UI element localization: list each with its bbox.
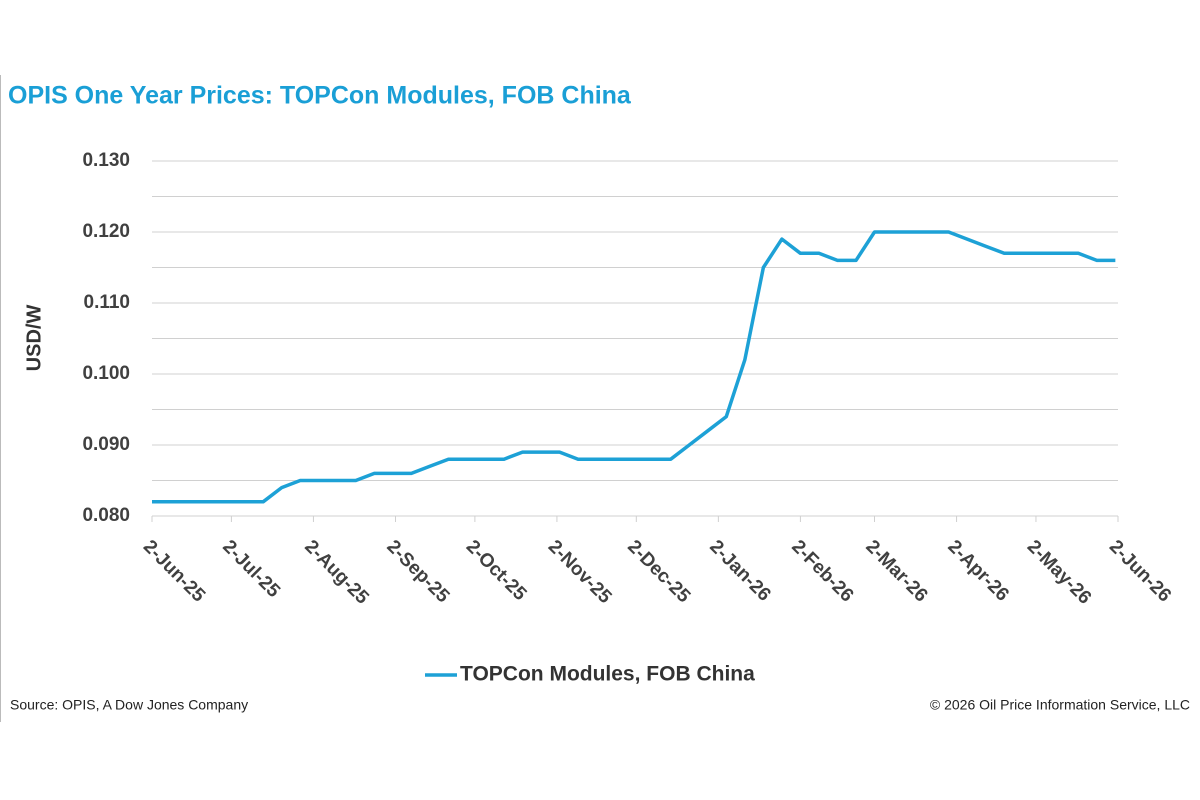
x-tick-label: 2-Jan-26 bbox=[705, 536, 774, 605]
x-tick-label: 2-Jun-26 bbox=[1105, 536, 1175, 606]
y-tick-label: 0.090 bbox=[82, 434, 130, 455]
x-tick-label: 2-Jul-25 bbox=[218, 536, 284, 602]
y-tick-label: 0.110 bbox=[84, 292, 131, 313]
x-tick-label: 2-Dec-25 bbox=[623, 536, 694, 607]
x-tick-label: 2-Aug-25 bbox=[300, 536, 373, 609]
y-axis-label: USD/W bbox=[23, 305, 45, 372]
source-note: Source: OPIS, A Dow Jones Company bbox=[10, 697, 248, 713]
x-tick-label: 2-Apr-26 bbox=[943, 536, 1012, 605]
x-tick-label: 2-May-26 bbox=[1023, 536, 1095, 608]
copyright-note: © 2026 Oil Price Information Service, LL… bbox=[930, 697, 1190, 713]
x-tick-label: 2-Oct-25 bbox=[462, 536, 531, 605]
data-line bbox=[152, 230, 1116, 504]
y-tick-label: 0.120 bbox=[82, 221, 130, 242]
x-tick-label: 2-Mar-26 bbox=[861, 536, 931, 606]
x-tick-label: 2-Sep-25 bbox=[382, 536, 453, 607]
x-tick-label: 2-Feb-26 bbox=[787, 536, 857, 606]
y-tick-label: 0.130 bbox=[82, 150, 130, 171]
x-tick-label: 2-Jun-25 bbox=[139, 536, 209, 606]
y-tick-label: 0.080 bbox=[82, 505, 130, 526]
x-tick-label: 2-Nov-25 bbox=[544, 536, 616, 608]
chart-title: OPIS One Year Prices: TOPCon Modules, FO… bbox=[8, 82, 632, 110]
legend-label: TOPCon Modules, FOB China bbox=[460, 663, 755, 686]
y-tick-label: 0.100 bbox=[82, 363, 130, 384]
